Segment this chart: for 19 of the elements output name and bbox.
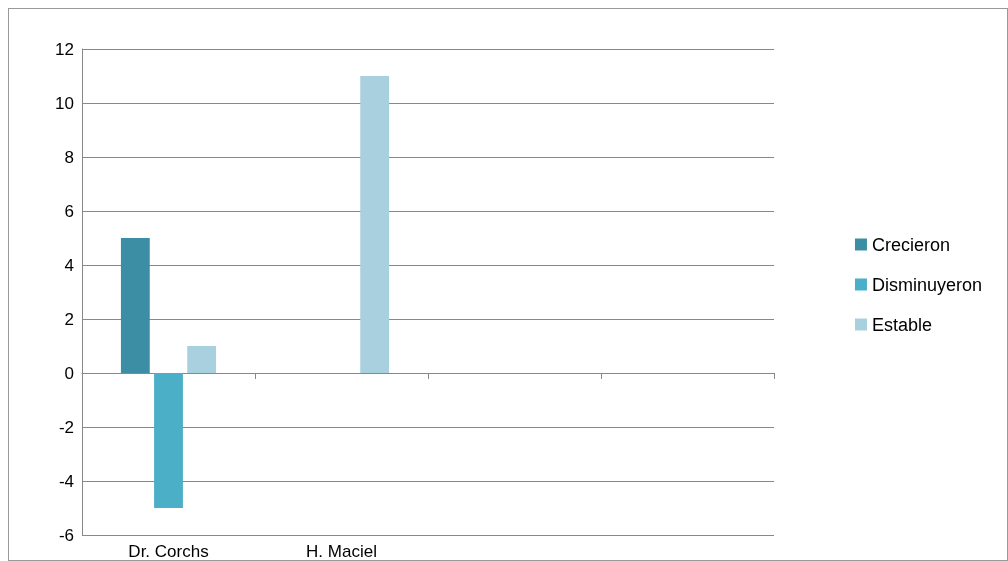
y-tick-label: 12 [55,39,74,59]
bar [120,238,150,373]
y-tick-label: 2 [64,309,74,329]
x-tick-label: Dr. Corchs [128,542,209,561]
y-tick-label: 0 [64,363,74,383]
bar [154,373,183,508]
x-tick-label: H. Maciel [306,542,377,561]
legend-label: Crecieron [871,234,950,255]
bar [187,346,217,373]
y-tick-label: -4 [58,471,74,491]
y-tick-label: 4 [64,255,74,275]
y-tick-label: -6 [58,525,74,545]
legend-label: Estable [871,314,933,335]
legend-label: Disminuyeron [871,274,983,295]
y-tick-label: 10 [55,93,74,113]
bar [360,76,390,373]
y-tick-label: 6 [64,201,74,221]
y-tick-label: 8 [64,147,74,167]
y-tick-label: -2 [58,417,74,437]
